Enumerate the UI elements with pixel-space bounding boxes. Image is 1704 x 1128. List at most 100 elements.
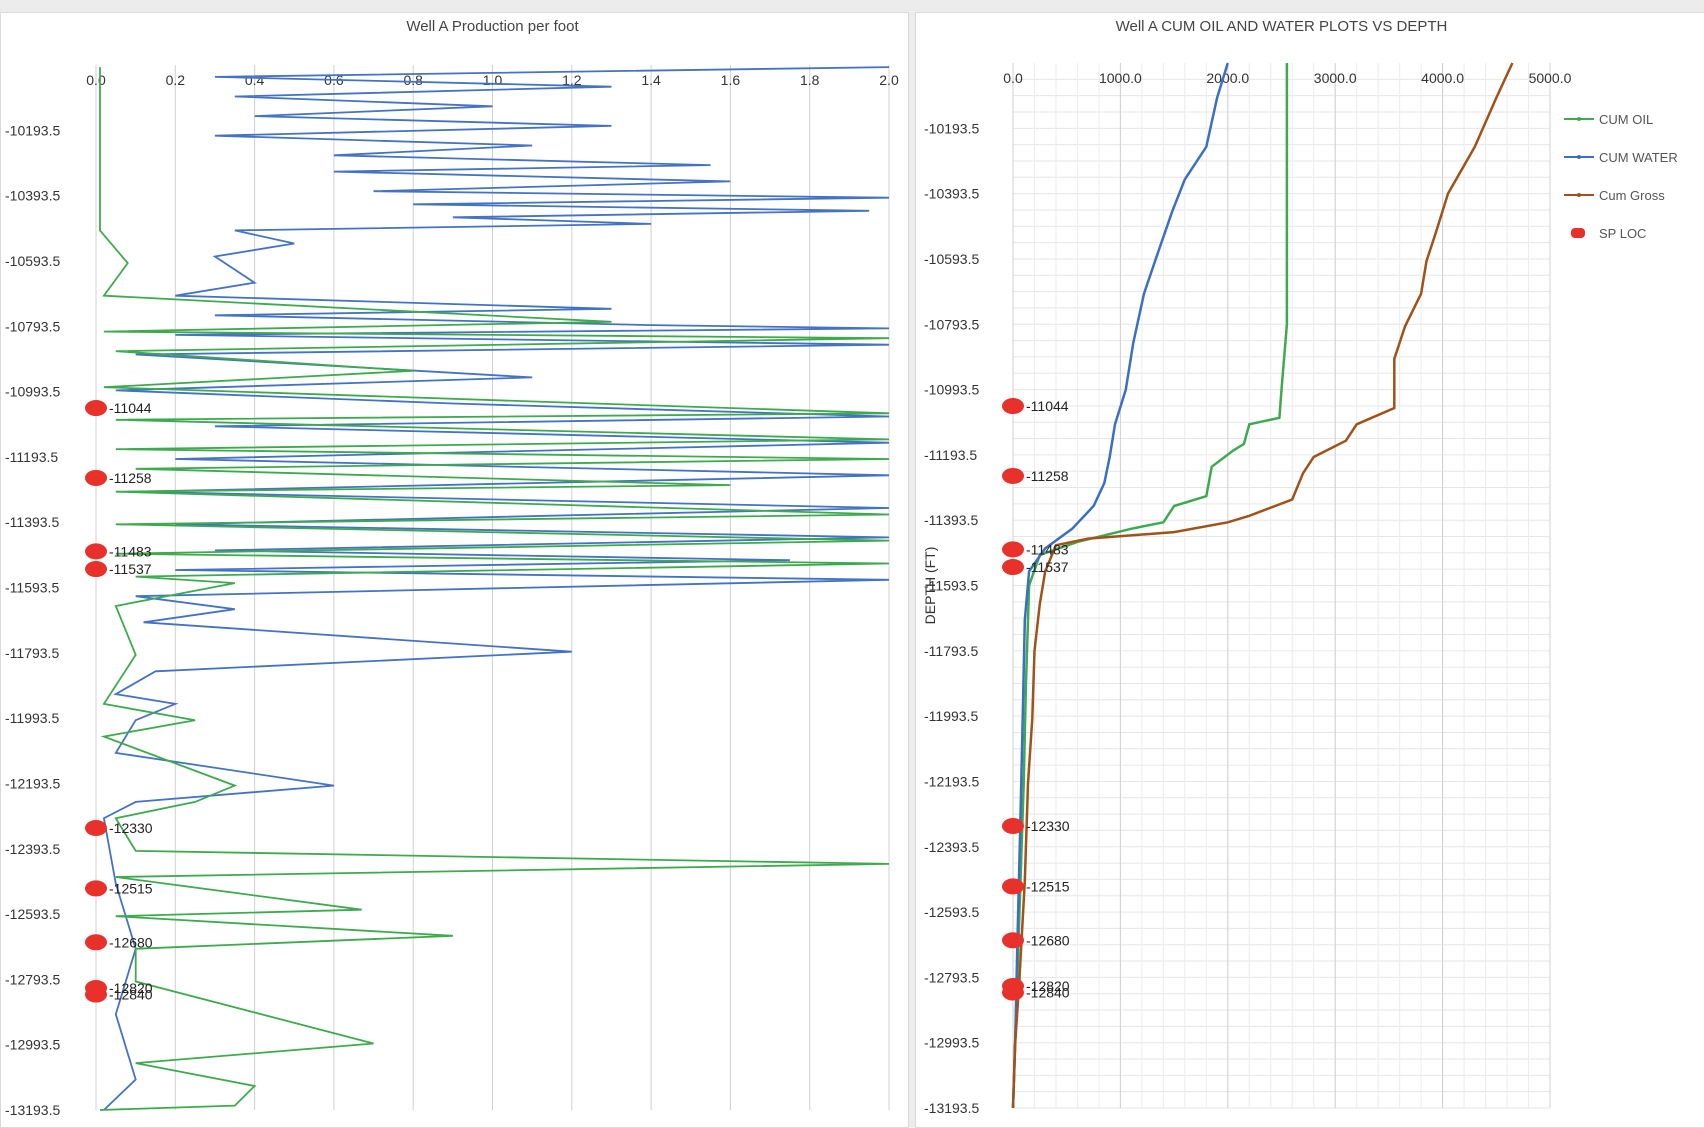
- y-tick-label: -11393.5: [5, 514, 59, 530]
- sp-loc-marker: [1002, 398, 1024, 415]
- sp-loc-marker: [1002, 818, 1024, 835]
- sp-loc-label: -11258: [1026, 468, 1069, 484]
- sp-loc-label: -12515: [109, 880, 153, 896]
- sp-loc-marker: [1002, 559, 1024, 576]
- x-tick-label: 0.0: [1003, 70, 1023, 86]
- sp-loc-label: -11483: [1026, 541, 1069, 557]
- sp-loc-label: -11537: [109, 561, 152, 577]
- legend-entry: SP LOC: [1599, 226, 1646, 241]
- sp-loc-marker: [85, 469, 107, 486]
- sp-loc-marker: [1002, 984, 1024, 1001]
- y-tick-label: -12593.5: [5, 906, 60, 922]
- sp-loc-marker: [85, 400, 107, 417]
- y-axis-label: DEPTH (FT): [922, 547, 938, 625]
- sp-loc-label: -12680: [1026, 932, 1070, 948]
- y-tick-label: -11793.5: [924, 643, 978, 659]
- x-tick-label: 1.2: [562, 72, 582, 88]
- x-tick-label: 1.6: [721, 72, 741, 88]
- series-line: [1011, 63, 1289, 1109]
- sp-loc-label: -11537: [1026, 559, 1069, 575]
- sp-loc-label: -12840: [109, 987, 153, 1003]
- y-tick-label: -12793.5: [5, 971, 60, 987]
- x-tick-label: 2000.0: [1206, 70, 1249, 86]
- x-tick-label: 2.0: [879, 72, 899, 88]
- x-tick-label: 0.0: [86, 72, 106, 88]
- legend-entry: CUM OIL: [1599, 112, 1653, 127]
- y-tick-label: -11793.5: [5, 645, 59, 661]
- y-tick-label: -10393.5: [5, 188, 60, 204]
- y-tick-label: -12993.5: [5, 1037, 60, 1053]
- y-tick-label: -12193.5: [5, 775, 60, 791]
- sp-loc-label: -12330: [1026, 818, 1070, 834]
- sp-loc-marker: [85, 543, 107, 560]
- legend-entry: Cum Gross: [1599, 188, 1665, 203]
- legend-swatch-marker: [1577, 155, 1581, 159]
- sp-loc-marker: [85, 880, 107, 897]
- x-tick-label: 1.0: [483, 72, 503, 88]
- y-tick-label: -13193.5: [5, 1102, 60, 1118]
- y-tick-label: -10593.5: [924, 251, 979, 267]
- sp-loc-label: -11044: [109, 400, 152, 416]
- sp-loc-marker: [85, 934, 107, 951]
- chart-title: Well A CUM OIL AND WATER PLOTS VS DEPTH: [1116, 18, 1448, 35]
- sp-loc-label: -11044: [1026, 398, 1069, 414]
- y-tick-label: -11593.5: [5, 580, 59, 596]
- sp-loc-label: -12680: [109, 934, 153, 950]
- y-tick-label: -13193.5: [924, 1100, 979, 1116]
- sp-loc-marker: [85, 820, 107, 837]
- sp-loc-marker: [1002, 878, 1024, 895]
- cumulative-chart-panel: Well A CUM OIL AND WATER PLOTS VS DEPTH 0…: [915, 12, 1704, 1128]
- sp-loc-label: -12840: [1026, 985, 1070, 1001]
- legend-swatch: [1571, 228, 1585, 238]
- y-tick-label: -10793.5: [5, 318, 60, 334]
- legend-entry: CUM WATER: [1599, 150, 1678, 165]
- x-tick-label: 0.8: [403, 72, 423, 88]
- sp-loc-label: -12515: [1026, 878, 1070, 894]
- y-tick-label: -10993.5: [5, 384, 60, 400]
- legend-swatch-marker: [1577, 117, 1581, 121]
- x-tick-label: 1.4: [641, 72, 661, 88]
- series-line: [99, 67, 890, 1111]
- y-tick-label: -12193.5: [924, 773, 979, 789]
- y-tick-label: -10793.5: [924, 316, 979, 332]
- y-tick-label: -11593.5: [924, 578, 978, 594]
- y-tick-label: -12593.5: [924, 904, 979, 920]
- series-line: [102, 66, 890, 1111]
- y-tick-label: -10193.5: [5, 122, 60, 138]
- sp-loc-label: -12820: [1026, 978, 1070, 994]
- cumulative-vs-depth-chart: Well A CUM OIL AND WATER PLOTS VS DEPTH 0…: [922, 18, 1678, 1116]
- x-tick-label: 5000.0: [1529, 70, 1572, 86]
- y-tick-label: -10193.5: [924, 120, 979, 136]
- x-tick-label: 1.8: [800, 72, 820, 88]
- y-tick-label: -11993.5: [924, 708, 978, 724]
- sp-loc-marker: [1002, 467, 1024, 484]
- y-tick-label: -12993.5: [924, 1035, 979, 1051]
- y-tick-label: -11193.5: [924, 447, 977, 463]
- sp-loc-marker: [1002, 932, 1024, 949]
- series-line: [1011, 62, 1229, 1109]
- sp-loc-label: -12820: [109, 980, 153, 996]
- production-chart-panel: Well A Production per foot 0.0 0.2 0.4 0.6 0.…: [0, 12, 909, 1128]
- legend-swatch-marker: [1577, 193, 1581, 197]
- sp-loc-marker: [85, 561, 107, 578]
- y-tick-label: -12393.5: [924, 839, 979, 855]
- y-tick-label: -10993.5: [924, 382, 979, 398]
- x-tick-label: 3000.0: [1314, 70, 1357, 86]
- x-tick-label: 0.4: [245, 72, 265, 88]
- chart-title: Well A Production per foot: [406, 18, 579, 35]
- sp-loc-label: -11483: [109, 543, 152, 559]
- x-tick-label: 4000.0: [1421, 70, 1464, 86]
- x-tick-label: 0.2: [166, 72, 186, 88]
- y-tick-label: -11393.5: [924, 512, 978, 528]
- y-tick-label: -12393.5: [5, 841, 60, 857]
- y-tick-label: -12793.5: [924, 969, 979, 985]
- y-tick-label: -10593.5: [5, 253, 60, 269]
- sp-loc-label: -11258: [109, 470, 152, 486]
- series-line: [1011, 62, 1514, 1109]
- y-tick-label: -11193.5: [5, 449, 58, 465]
- sp-loc-label: -12330: [109, 820, 153, 836]
- y-tick-label: -11993.5: [5, 710, 59, 726]
- sp-loc-marker: [1002, 541, 1024, 558]
- y-tick-label: -10393.5: [924, 186, 979, 202]
